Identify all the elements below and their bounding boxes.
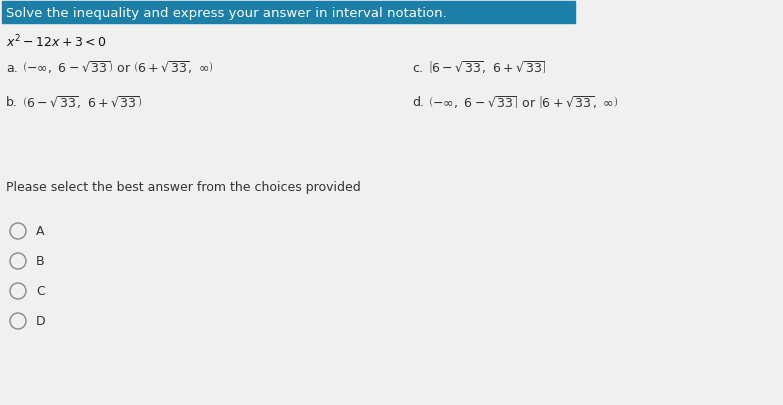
- Text: Solve the inequality and express your answer in interval notation.: Solve the inequality and express your an…: [6, 6, 447, 19]
- Text: d.: d.: [412, 96, 424, 109]
- Text: C: C: [36, 285, 45, 298]
- Text: $\left(-\infty,\ 6-\sqrt{33}\right]$ or $\left[6+\sqrt{33},\ \infty\right)$: $\left(-\infty,\ 6-\sqrt{33}\right]$ or …: [428, 94, 618, 111]
- FancyBboxPatch shape: [2, 2, 575, 24]
- Text: $\left(-\infty,\ 6-\sqrt{33}\right)$ or $\left(6+\sqrt{33},\ \infty\right)$: $\left(-\infty,\ 6-\sqrt{33}\right)$ or …: [22, 60, 214, 76]
- Text: $x^2-12x+3<0$: $x^2-12x+3<0$: [6, 34, 106, 50]
- Text: D: D: [36, 315, 45, 328]
- Text: $\left(6-\sqrt{33},\ 6+\sqrt{33}\right)$: $\left(6-\sqrt{33},\ 6+\sqrt{33}\right)$: [22, 94, 143, 111]
- Text: a.: a.: [6, 61, 18, 74]
- Text: c.: c.: [412, 61, 423, 74]
- Text: Please select the best answer from the choices provided: Please select the best answer from the c…: [6, 181, 361, 194]
- Text: A: A: [36, 225, 45, 238]
- Text: b.: b.: [6, 96, 18, 109]
- Text: $\left[6-\sqrt{33},\ 6+\sqrt{33}\right]$: $\left[6-\sqrt{33},\ 6+\sqrt{33}\right]$: [428, 60, 547, 76]
- Text: B: B: [36, 255, 45, 268]
